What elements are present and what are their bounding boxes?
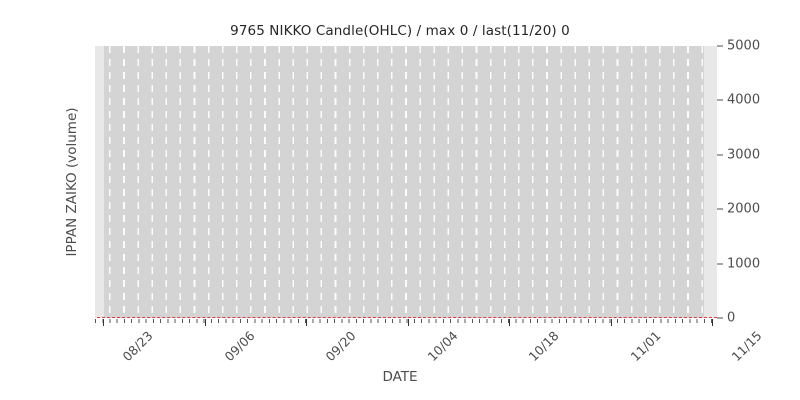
y-tick-label: 3000	[727, 147, 761, 163]
x-axis-minor-ticks	[95, 319, 717, 323]
y-axis-tick: 3000	[717, 147, 760, 162]
x-tick-label: 11/15	[728, 328, 765, 365]
x-tick-mark	[407, 319, 409, 326]
y-axis-title: IPPAN ZAIKO (volume)	[64, 107, 80, 257]
plot-edge-band-right	[704, 46, 717, 318]
x-tick-mark	[610, 319, 612, 326]
y-axis-tick: 4000	[717, 93, 760, 108]
y-tick-mark	[717, 99, 723, 101]
y-tick-label: 0	[727, 310, 736, 326]
x-tick-label: 09/20	[322, 328, 359, 365]
x-tick-mark	[712, 319, 714, 326]
plot-area[interactable]	[95, 46, 717, 318]
x-tick-mark	[204, 319, 206, 326]
y-tick-mark	[717, 154, 723, 156]
y-tick-label: 2000	[727, 201, 761, 217]
y-tick-label: 4000	[727, 92, 761, 108]
y-tick-label: 1000	[727, 256, 761, 272]
y-tick-mark	[717, 317, 723, 319]
y-axis-tick: 0	[717, 311, 735, 326]
y-tick-mark	[717, 45, 723, 47]
y-tick-mark	[717, 208, 723, 210]
series-line-ippan-zaiko	[97, 317, 717, 318]
x-axis-major-ticks	[95, 319, 717, 326]
x-axis-title: DATE	[382, 369, 418, 385]
gridlines-vertical	[95, 46, 717, 318]
x-tick-label: 11/01	[627, 328, 664, 365]
y-axis-tick: 5000	[717, 39, 760, 54]
x-tick-label: 10/04	[424, 328, 461, 365]
y-tick-label: 5000	[727, 38, 761, 54]
y-axis-tick: 1000	[717, 256, 760, 271]
y-tick-mark	[717, 263, 723, 265]
x-tick-label: 09/06	[221, 328, 258, 365]
x-tick-mark	[103, 319, 105, 326]
plot-edge-band-left	[95, 46, 104, 318]
x-tick-label: 08/23	[119, 328, 156, 365]
y-axis: 5000 4000 3000 2000 1000 0	[717, 39, 797, 326]
y-axis-tick: 2000	[717, 202, 760, 217]
x-tick-mark	[509, 319, 511, 326]
x-tick-label: 10/18	[525, 328, 562, 365]
chart-title: 9765 NIKKO Candle(OHLC) / max 0 / last(1…	[230, 23, 570, 39]
x-tick-mark	[306, 319, 308, 326]
